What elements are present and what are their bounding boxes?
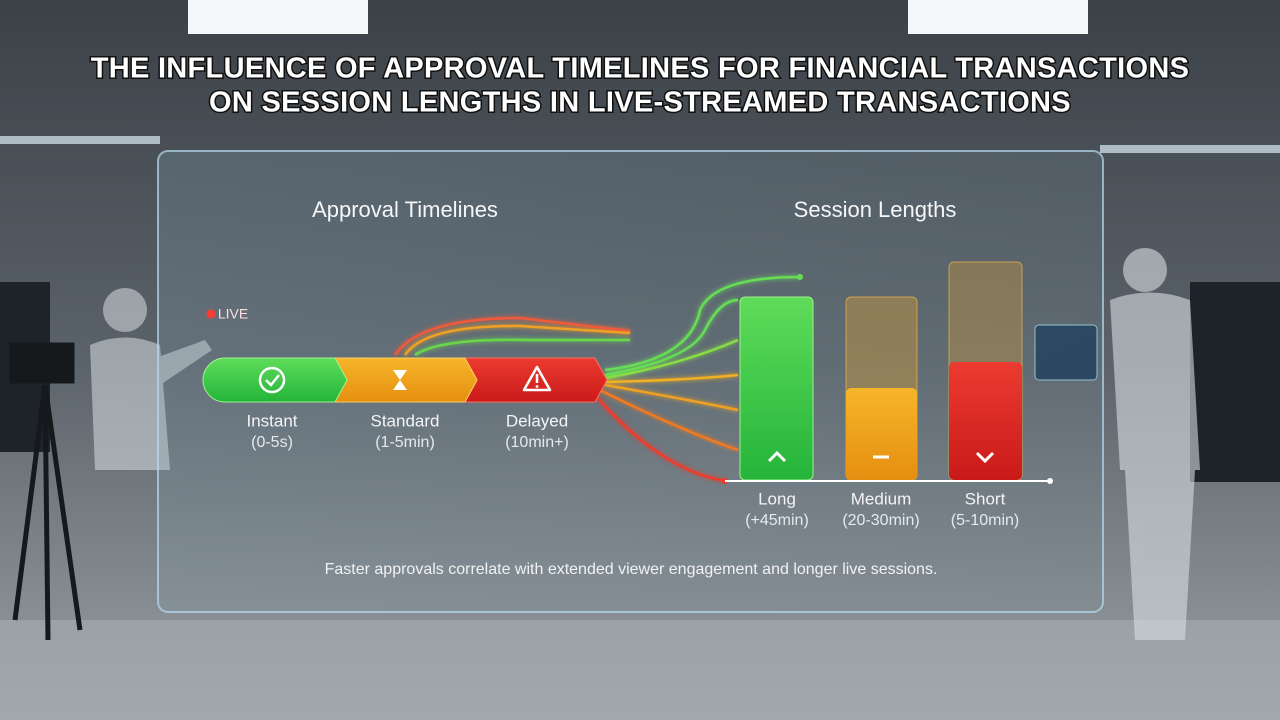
ceiling-light xyxy=(188,0,368,34)
bar-label: Long xyxy=(758,489,796,508)
ceiling-light xyxy=(908,0,1088,34)
stage-range: (1-5min) xyxy=(375,434,435,451)
stage-range: (0-5s) xyxy=(251,434,293,451)
stage-label: Instant xyxy=(246,411,297,430)
camera-tripod xyxy=(9,342,83,641)
baseline-end xyxy=(1047,478,1053,484)
bar-icon xyxy=(975,451,995,464)
stage-icon xyxy=(393,370,407,390)
analyst-figure xyxy=(1110,248,1200,640)
stage-range: (10min+) xyxy=(505,434,569,451)
stage-icon xyxy=(258,366,286,394)
stage-segment xyxy=(334,357,478,403)
wall-light xyxy=(1100,145,1280,153)
floor xyxy=(0,620,1280,720)
session-bar xyxy=(949,362,1022,480)
title-line: THE INFLUENCE OF APPROVAL TIMELINES FOR … xyxy=(91,53,1190,85)
bar-range: (+45min) xyxy=(745,512,809,529)
footnote: Faster approvals correlate with extended… xyxy=(325,561,938,578)
server-rack xyxy=(1190,282,1280,482)
bar-range: (20-30min) xyxy=(842,512,919,529)
session-bar xyxy=(846,388,917,480)
live-dot xyxy=(207,310,215,318)
stage-label: Delayed xyxy=(506,411,568,430)
wall-light xyxy=(0,136,160,144)
bar-label: Short xyxy=(965,489,1006,508)
live-badge: LIVE xyxy=(218,306,248,322)
bar-label: Medium xyxy=(851,489,911,508)
stage-icon xyxy=(522,365,552,392)
title-line: ON SESSION LENGTHS IN LIVE-STREAMED TRAN… xyxy=(209,87,1071,119)
section-heading: Approval Timelines xyxy=(312,197,498,222)
stage-label: Standard xyxy=(371,411,440,430)
flow-end xyxy=(797,274,803,280)
bar-range: (5-10min) xyxy=(951,512,1019,529)
bar-icon xyxy=(767,450,787,463)
flow-lines xyxy=(393,275,801,483)
section-heading: Session Lengths xyxy=(794,197,957,222)
